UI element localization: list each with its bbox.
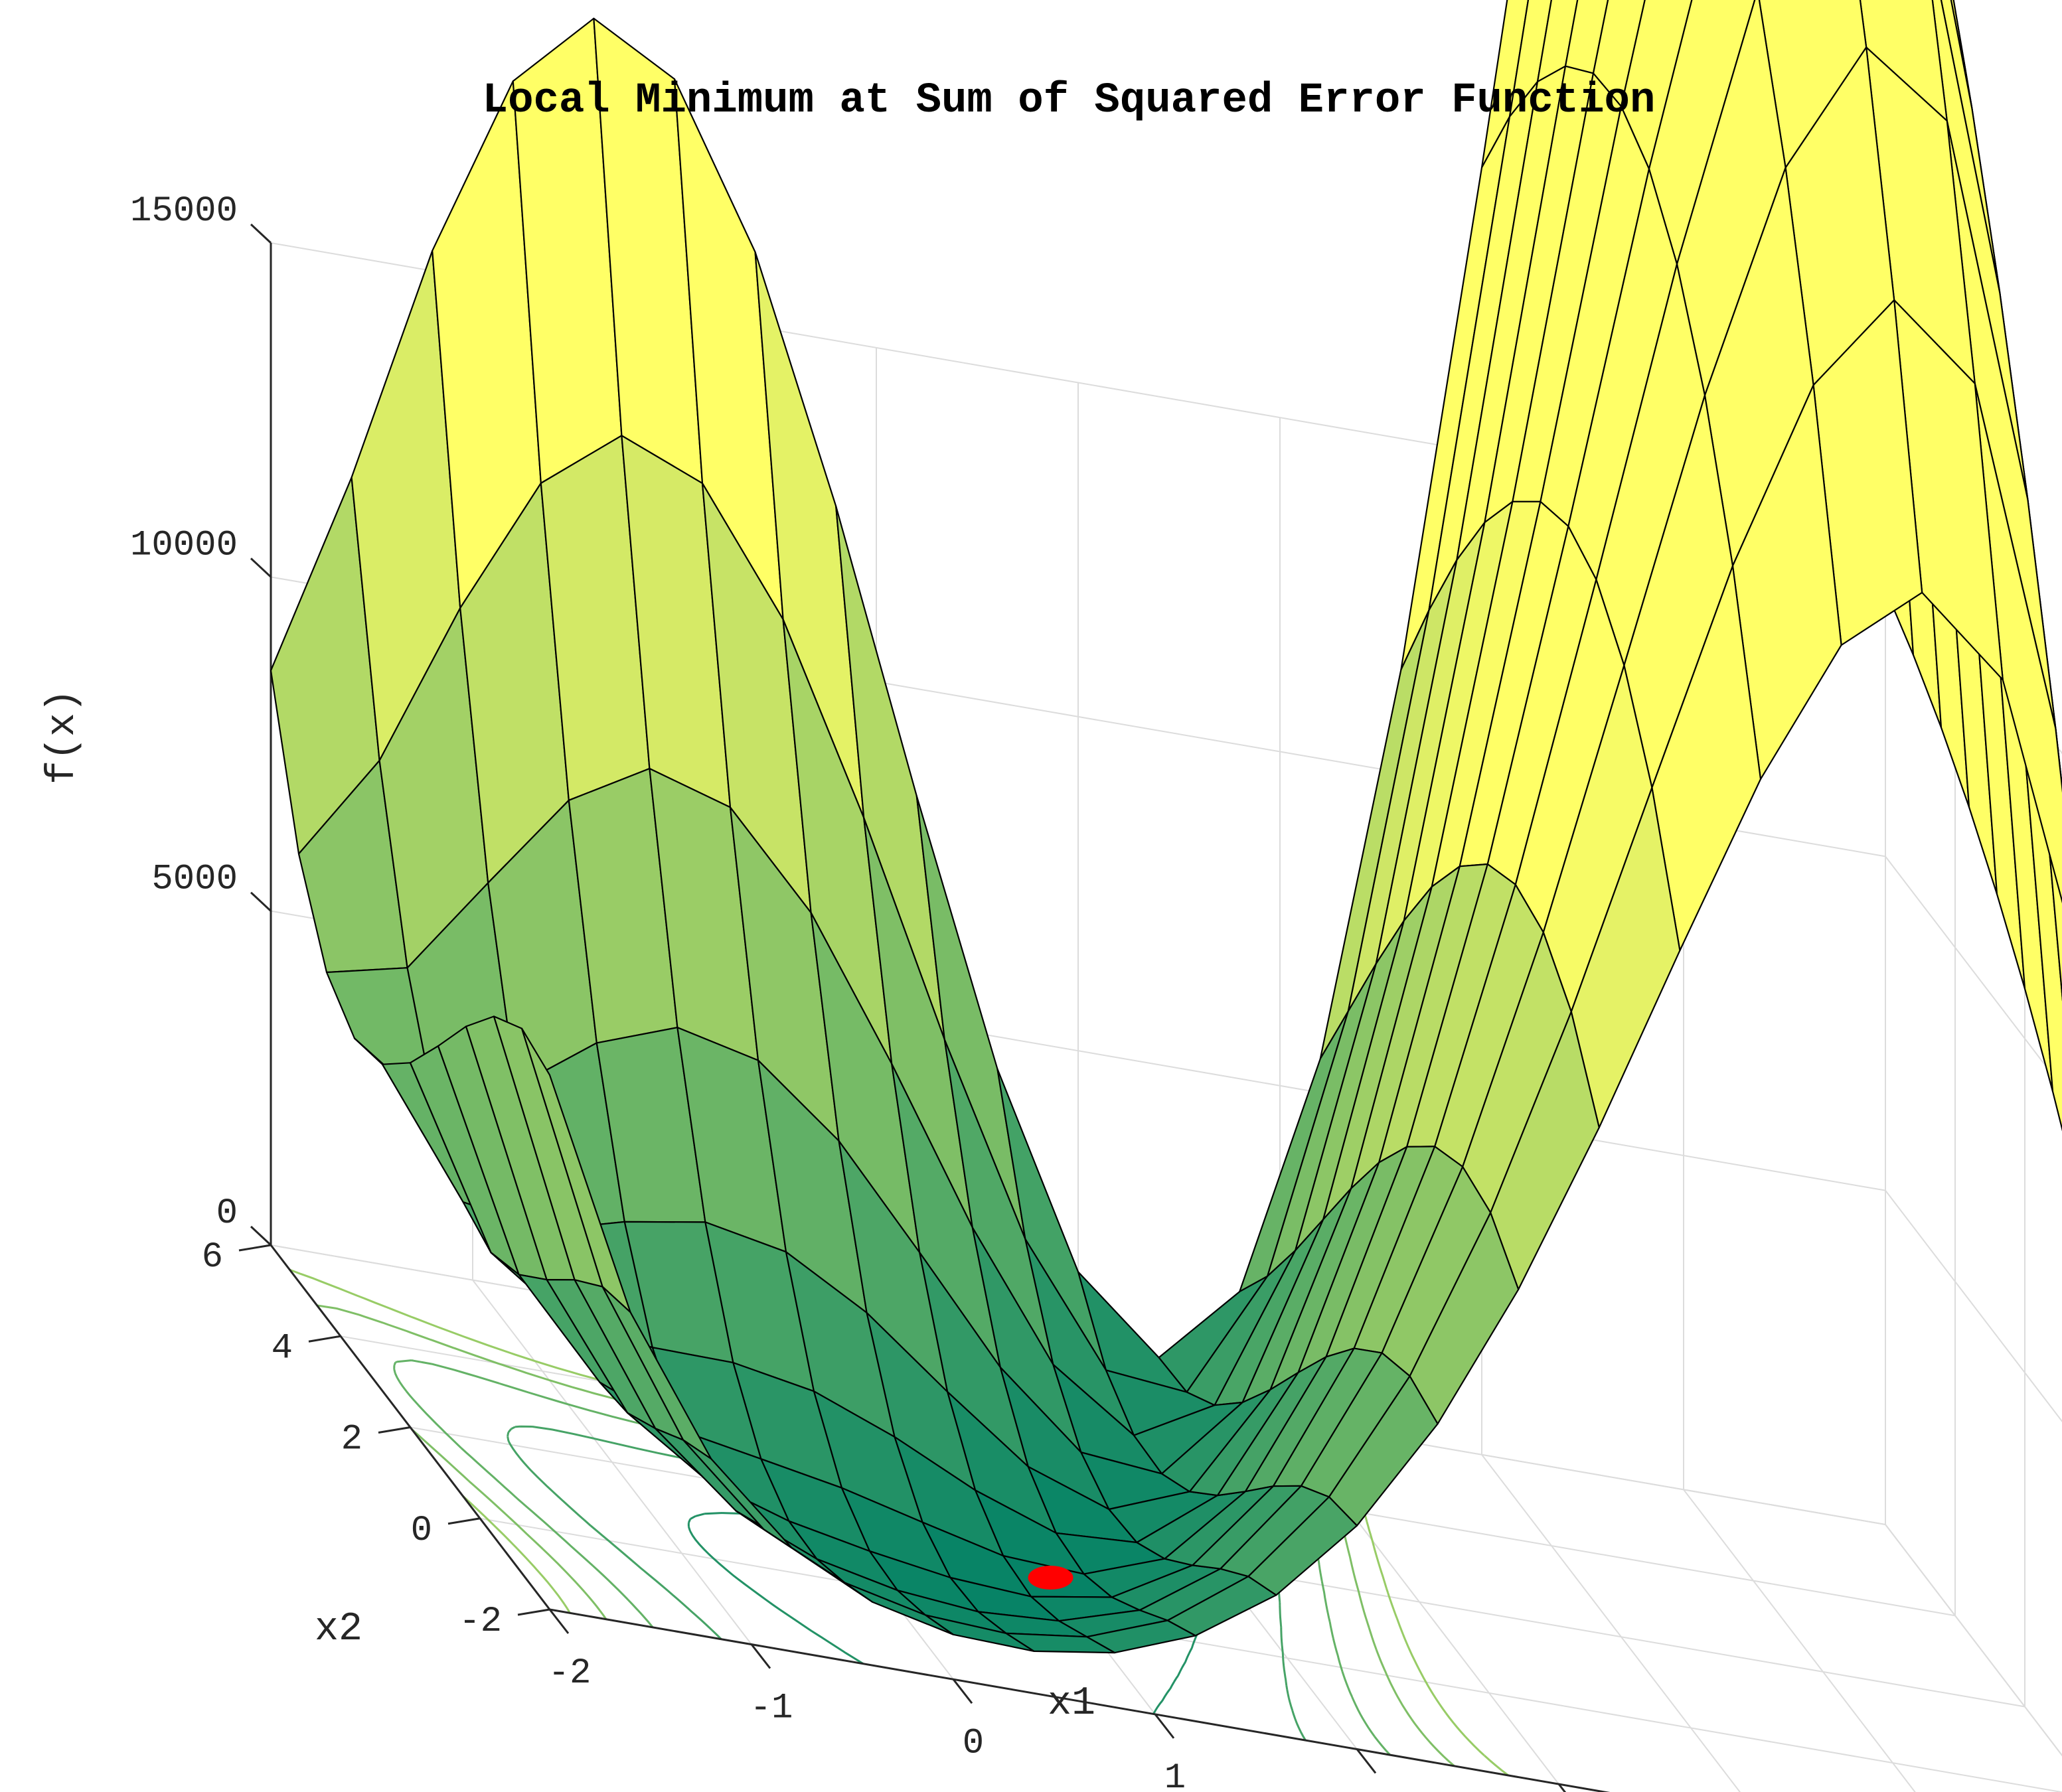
y-tick	[378, 1426, 411, 1434]
y-tick	[308, 1335, 341, 1343]
z-tick-label: 0	[216, 1193, 238, 1234]
y-tick	[517, 1608, 550, 1616]
x-tick-label: 1	[1164, 1758, 1186, 1792]
x-tick	[548, 1609, 570, 1634]
x-tick	[1356, 1748, 1377, 1774]
y-tick-label: 6	[202, 1237, 223, 1278]
x-tick-label: -2	[548, 1653, 592, 1694]
x-tick-label: -1	[750, 1688, 793, 1729]
y-tick	[447, 1517, 481, 1525]
minimum-point	[1028, 1566, 1073, 1590]
x-tick	[952, 1679, 973, 1704]
z-tick	[250, 558, 272, 578]
y-tick-label: 0	[411, 1511, 432, 1551]
x-tick	[1557, 1783, 1567, 1792]
labels: Local Minimum at Sum of Squared Error Fu…	[40, 77, 1655, 1726]
z-tick-label: 5000	[151, 859, 238, 900]
z-tick	[250, 891, 272, 912]
grid-line	[1885, 1190, 2062, 1423]
z-axis-label: f(x)	[40, 689, 86, 784]
minimum-marker	[1028, 1566, 1073, 1590]
grid-line	[1885, 1524, 2062, 1757]
chart-title: Local Minimum at Sum of Squared Error Fu…	[483, 77, 1656, 125]
x-axis-label: x1	[1048, 1681, 1095, 1726]
z-tick-label: 10000	[130, 525, 238, 565]
y-tick-label: 2	[341, 1420, 362, 1460]
z-tick	[250, 223, 272, 244]
grid-line	[1481, 1454, 1741, 1792]
surface-mesh	[270, 0, 2062, 1654]
y-axis-label: x2	[315, 1607, 362, 1652]
y-tick-label: 4	[272, 1328, 293, 1369]
z-tick	[250, 1225, 272, 1246]
surface-patch	[1247, 1496, 1358, 1596]
x-tick	[750, 1643, 771, 1669]
grid-line	[479, 1517, 2062, 1792]
y-tick-label: -2	[459, 1602, 502, 1642]
x-tick	[1154, 1713, 1175, 1739]
grid-line	[1885, 1524, 2062, 1757]
z-tick-label: 15000	[130, 191, 238, 232]
y-tick	[238, 1244, 272, 1252]
x-tick-label: 0	[963, 1723, 984, 1763]
grid-line	[1683, 1489, 1916, 1792]
